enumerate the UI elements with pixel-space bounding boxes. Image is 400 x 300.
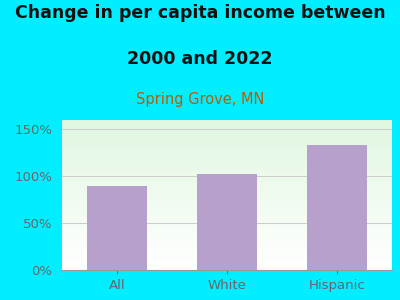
Text: Spring Grove, MN: Spring Grove, MN [136, 92, 264, 106]
Bar [197, 174, 257, 270]
Text: Change in per capita income between: Change in per capita income between [15, 4, 385, 22]
Text: 2000 and 2022: 2000 and 2022 [127, 50, 273, 68]
Bar [87, 186, 147, 270]
Bar [307, 145, 367, 270]
